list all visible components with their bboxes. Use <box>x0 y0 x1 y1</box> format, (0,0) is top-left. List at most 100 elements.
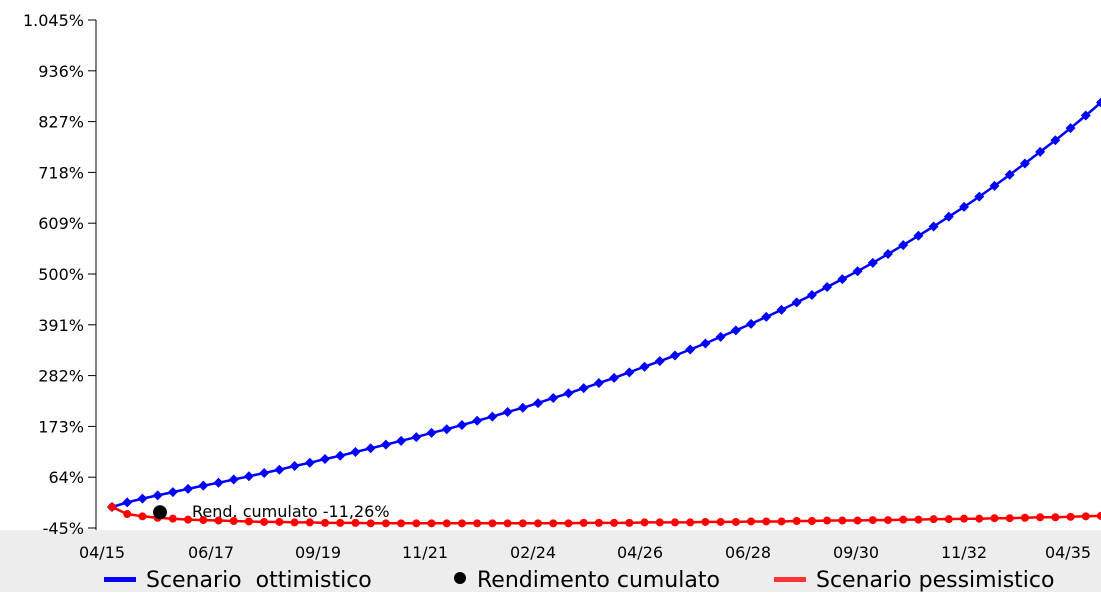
series-1-point <box>564 519 572 527</box>
series-0-point <box>457 420 467 430</box>
series-line-0 <box>112 103 1101 508</box>
y-tick-label: 1.045% <box>23 11 84 30</box>
series-1-point <box>732 518 740 526</box>
series-0-point <box>533 398 543 408</box>
series-0-point <box>487 412 497 422</box>
series-0-point <box>548 393 558 403</box>
y-tick-label: 282% <box>38 367 84 386</box>
series-0-point <box>731 325 741 335</box>
series-0-point <box>320 454 330 464</box>
series-1-point <box>610 519 618 527</box>
y-tick-label: 827% <box>38 113 84 132</box>
series-1-point <box>1006 514 1014 522</box>
series-0-point <box>822 282 832 292</box>
y-tick-label: 391% <box>38 316 84 335</box>
series-1-point <box>960 515 968 523</box>
series-1-point <box>975 515 983 523</box>
series-0-point <box>655 356 665 366</box>
rendimento-cumulato-point <box>153 505 167 519</box>
series-0-point <box>214 478 224 488</box>
series-0-point <box>153 490 163 500</box>
series-0-point <box>868 258 878 268</box>
series-0-point <box>366 443 376 453</box>
series-0-point <box>579 383 589 393</box>
series-1-point <box>945 515 953 523</box>
legend-swatch <box>104 577 136 582</box>
legend-label: Scenario pessimistico <box>816 568 1054 592</box>
series-0-point <box>274 465 284 475</box>
series-1-point <box>641 518 649 526</box>
series-0-point <box>853 266 863 276</box>
y-tick-label: 609% <box>38 214 84 233</box>
series-1-point <box>823 517 831 525</box>
series-1-point <box>747 517 755 525</box>
legend: Scenario ottimistico Rendimento cumulato S… <box>104 568 1054 592</box>
y-tick-label: -45% <box>43 519 84 538</box>
series-0-point <box>122 497 132 507</box>
series-0-point <box>244 471 254 481</box>
series-1-point <box>443 519 451 527</box>
series-1-point <box>184 516 192 524</box>
y-tick-label: 936% <box>38 62 84 81</box>
series-1-point <box>412 519 420 527</box>
series-0-point <box>792 297 802 307</box>
series-1-point <box>717 518 725 526</box>
series-0-point <box>685 345 695 355</box>
series-1-point <box>990 514 998 522</box>
series-1-point <box>914 516 922 524</box>
x-tick-label: 06/28 <box>725 543 771 562</box>
series-1-point <box>1067 513 1075 521</box>
y-tick-label: 173% <box>38 417 84 436</box>
series-0-point <box>609 373 619 383</box>
series-1-point <box>108 503 116 511</box>
series-0-point <box>381 440 391 450</box>
series-0-point <box>472 416 482 426</box>
series-1-point <box>884 516 892 524</box>
x-tick-label: 11/32 <box>941 543 987 562</box>
series-0-point <box>716 332 726 342</box>
series-0-point <box>290 461 300 471</box>
series-1-point <box>656 518 664 526</box>
legend-label: Rendimento cumulato <box>477 568 720 592</box>
series-0-point <box>624 367 634 377</box>
series-1-point <box>580 519 588 527</box>
series-1-point <box>123 510 131 518</box>
series-0-point <box>335 451 345 461</box>
legend-swatch <box>774 577 806 582</box>
series-0-point <box>411 432 421 442</box>
series-1-point <box>519 519 527 527</box>
series-1-point <box>930 515 938 523</box>
x-tick-label: 09/30 <box>833 543 879 562</box>
x-tick-label: 04/15 <box>79 543 125 562</box>
series-1-point <box>1036 513 1044 521</box>
legend-swatch <box>454 572 466 584</box>
series-0-point <box>350 447 360 457</box>
y-tick-label: 64% <box>48 468 84 487</box>
series-1-point <box>793 517 801 525</box>
legend-label: Scenario ottimistico <box>146 568 372 592</box>
y-tick-label: 718% <box>38 163 84 182</box>
series-1-point <box>473 519 481 527</box>
series-0-point <box>427 428 437 438</box>
series-0-point <box>229 475 239 485</box>
x-tick-label: 06/17 <box>188 543 234 562</box>
series-1-point <box>534 519 542 527</box>
series-1-point <box>686 518 694 526</box>
series-1-point <box>671 518 679 526</box>
series-0-point <box>837 274 847 284</box>
series-0-point <box>442 424 452 434</box>
series-1-point <box>701 518 709 526</box>
series-0-point <box>776 305 786 315</box>
series-1-point <box>899 516 907 524</box>
series-0-point <box>168 487 178 497</box>
x-tick-label: 04/35 <box>1045 543 1091 562</box>
series-0-point <box>396 436 406 446</box>
series-0-point <box>305 458 315 468</box>
series-1-point <box>138 512 146 520</box>
series-0-point <box>807 290 817 300</box>
x-tick-label: 02/24 <box>510 543 556 562</box>
series-0-point <box>259 468 269 478</box>
annotation-rend-cumulato: Rend. cumulato -11,26% <box>192 502 390 521</box>
